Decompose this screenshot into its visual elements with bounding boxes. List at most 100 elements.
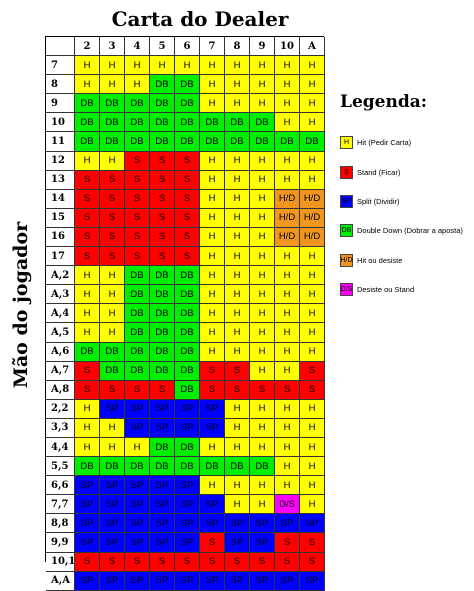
strategy-cell: H	[300, 323, 325, 343]
strategy-cell: SP	[200, 399, 225, 419]
strategy-cell: H	[275, 437, 300, 458]
strategy-cell: H	[200, 170, 225, 190]
strategy-cell: SP	[75, 476, 100, 496]
strategy-cell: SP	[250, 514, 275, 534]
strategy-cell: H	[75, 323, 100, 343]
strategy-cell: DB	[175, 323, 200, 343]
strategy-cell: H	[275, 94, 300, 114]
legend-swatch: H	[340, 136, 353, 150]
strategy-cell: SP	[150, 533, 175, 553]
strategy-cell: SP	[300, 514, 325, 534]
strategy-cell: H	[100, 151, 125, 171]
strategy-cell: H	[250, 94, 275, 114]
strategy-cell: S	[200, 380, 225, 400]
strategy-cell: DB	[175, 113, 200, 133]
player-hand-label: 13	[46, 170, 75, 190]
strategy-cell: H	[275, 457, 300, 477]
strategy-cell: S	[125, 189, 150, 209]
player-hand-label: 9	[46, 94, 75, 114]
strategy-cell: S	[100, 208, 125, 228]
strategy-cell: S	[300, 361, 325, 381]
strategy-cell: SP	[100, 514, 125, 534]
dealer-card-header: 2	[75, 37, 100, 57]
strategy-cell: DB	[75, 342, 100, 362]
legend-swatch: S	[340, 165, 353, 179]
strategy-cell: H	[300, 113, 325, 133]
strategy-cell: H	[250, 437, 275, 458]
legend-text: Stand (Ficar)	[357, 167, 401, 177]
strategy-cell: H	[100, 304, 125, 324]
player-hand-label: 3,3	[46, 418, 75, 438]
strategy-cell: H	[225, 304, 250, 324]
strategy-cell: H/D	[300, 227, 325, 248]
strategy-cell: H	[300, 247, 325, 267]
strategy-cell: H	[225, 151, 250, 171]
strategy-cell: D/S	[275, 495, 300, 515]
strategy-cell: DB	[125, 342, 150, 362]
dealer-card-header: 9	[250, 37, 275, 57]
strategy-cell: DB	[125, 113, 150, 133]
strategy-cell: S	[100, 552, 125, 572]
strategy-cell: H	[200, 342, 225, 362]
strategy-cell: SP	[150, 495, 175, 515]
strategy-cell: DB	[100, 342, 125, 362]
player-hand-label: 7	[46, 56, 75, 76]
strategy-cell: DB	[75, 457, 100, 477]
player-hand-label: 9,9	[46, 533, 75, 553]
strategy-cell: H	[75, 285, 100, 305]
strategy-cell: S	[100, 170, 125, 190]
strategy-cell: H	[125, 437, 150, 458]
strategy-cell: S	[100, 380, 125, 400]
strategy-cell: DB	[175, 132, 200, 152]
strategy-cell: SP	[175, 495, 200, 515]
strategy-cell: H	[100, 437, 125, 458]
strategy-cell: H	[275, 170, 300, 190]
strategy-cell: DB	[150, 94, 175, 114]
player-hand-label: A,4	[46, 304, 75, 324]
strategy-cell: H	[300, 285, 325, 305]
strategy-cell: H	[300, 56, 325, 76]
strategy-cell: H	[125, 75, 150, 95]
strategy-cell: DB	[150, 285, 175, 305]
strategy-cell: S	[250, 552, 275, 572]
strategy-cell: DB	[150, 304, 175, 324]
strategy-cell: DB	[250, 113, 275, 133]
player-hand-label: 2,2	[46, 399, 75, 419]
strategy-cell: H	[250, 227, 275, 248]
strategy-cell: SP	[125, 476, 150, 496]
strategy-cell: H	[250, 170, 275, 190]
strategy-cell: DB	[75, 113, 100, 133]
strategy-cell: DB	[150, 132, 175, 152]
strategy-cell: DB	[175, 94, 200, 114]
legend: H Hit (Pedir Carta) S Stand (Ficar) SP Split …	[340, 128, 472, 304]
legend-text: Double Down (Dobrar a aposta)	[357, 226, 463, 236]
strategy-cell: S	[150, 189, 175, 209]
player-hand-label: 5,5	[46, 457, 75, 477]
legend-swatch: DB	[340, 224, 353, 238]
strategy-cell: H	[75, 418, 100, 438]
strategy-cell: H	[250, 266, 275, 286]
strategy-cell: SP	[175, 399, 200, 419]
strategy-cell: S	[150, 380, 175, 400]
strategy-cell: DB	[175, 342, 200, 362]
strategy-cell: H	[150, 56, 175, 76]
strategy-cell: SP	[150, 399, 175, 419]
strategy-cell: SP	[175, 571, 200, 591]
strategy-cell: DB	[150, 113, 175, 133]
strategy-cell: H	[250, 285, 275, 305]
strategy-cell: S	[75, 170, 100, 190]
strategy-cell: H	[200, 75, 225, 95]
dealer-card-header: A	[300, 37, 325, 57]
strategy-cell: S	[125, 151, 150, 171]
strategy-cell: DB	[150, 361, 175, 381]
strategy-cell: SP	[125, 418, 150, 438]
strategy-cell: H	[75, 266, 100, 286]
strategy-cell: H	[275, 418, 300, 438]
strategy-cell: DB	[150, 266, 175, 286]
strategy-cell: H	[250, 361, 275, 381]
player-hand-label: A,5	[46, 323, 75, 343]
strategy-cell: DB	[175, 304, 200, 324]
strategy-cell: H	[75, 437, 100, 458]
legend-item: SP Split (Dividir)	[340, 187, 472, 216]
strategy-cell: H	[100, 56, 125, 76]
